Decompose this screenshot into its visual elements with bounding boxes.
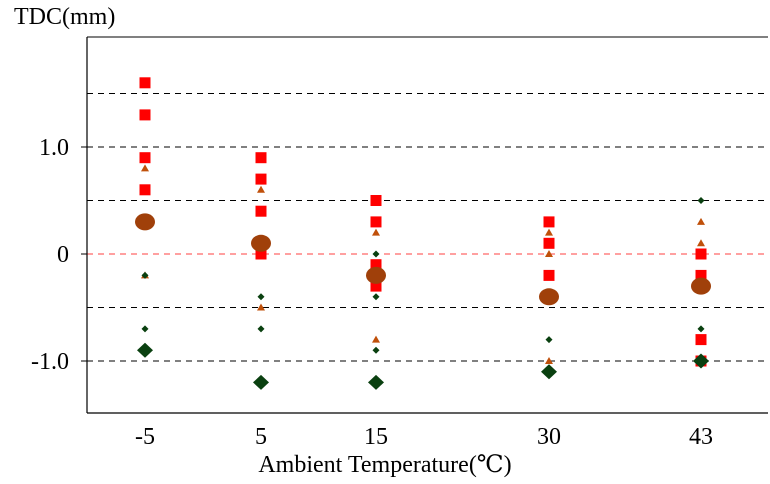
data-point-diamond xyxy=(253,374,269,390)
data-point-triangle xyxy=(697,239,705,247)
x-axis-title: Ambient Temperature(℃) xyxy=(258,452,512,478)
data-point-square xyxy=(139,109,151,121)
data-point-small-diamond xyxy=(372,250,380,258)
data-point-square xyxy=(695,269,707,281)
data-point-circle xyxy=(135,213,155,231)
data-point-square xyxy=(543,269,555,281)
data-point-square xyxy=(139,152,151,164)
y-tick-label: 0 xyxy=(57,242,69,268)
data-point-diamond xyxy=(368,374,384,390)
data-point-small-diamond xyxy=(697,197,705,204)
x-tick-label: 30 xyxy=(537,424,561,450)
data-point-circle xyxy=(539,288,559,306)
data-point-square xyxy=(543,216,555,228)
data-point-square xyxy=(370,216,382,228)
x-tick-label: 5 xyxy=(255,424,267,450)
data-point-square xyxy=(695,248,707,260)
data-point-small-diamond xyxy=(372,293,380,301)
data-point-small-diamond xyxy=(141,271,149,279)
y-tick-label: -1.0 xyxy=(31,349,69,375)
data-point-square xyxy=(255,152,267,164)
data-point-small-diamond xyxy=(141,325,149,333)
data-point-square xyxy=(255,205,267,217)
y-axis-title: TDC(mm) xyxy=(14,4,116,30)
data-point-square xyxy=(695,334,707,346)
x-tick-label: -5 xyxy=(135,424,155,450)
x-tick-label: 15 xyxy=(364,424,388,450)
x-tick-label: 43 xyxy=(689,424,713,450)
data-point-triangle xyxy=(257,303,265,311)
data-point-circle xyxy=(366,266,386,284)
data-point-small-diamond xyxy=(372,346,380,354)
data-point-diamond xyxy=(137,342,153,358)
data-point-triangle xyxy=(257,185,265,193)
data-point-small-diamond xyxy=(697,325,705,333)
data-point-square xyxy=(543,237,555,249)
data-point-circle xyxy=(251,234,271,252)
data-point-square xyxy=(370,195,382,206)
data-point-circle xyxy=(691,277,711,295)
data-point-triangle xyxy=(372,228,380,236)
data-point-square xyxy=(139,77,151,89)
data-point-triangle xyxy=(545,250,553,257)
data-point-diamond xyxy=(541,364,557,380)
data-point-triangle xyxy=(545,228,553,236)
data-point-triangle xyxy=(697,217,705,225)
data-point-square xyxy=(370,259,382,271)
data-point-square xyxy=(370,280,382,292)
data-point-triangle xyxy=(545,357,553,364)
y-tick-label: 1.0 xyxy=(39,135,69,161)
data-point-small-diamond xyxy=(257,293,265,301)
data-point-square xyxy=(255,248,267,260)
data-point-diamond xyxy=(693,353,709,369)
data-point-square xyxy=(255,173,267,185)
data-point-small-diamond xyxy=(257,325,265,333)
data-point-triangle xyxy=(141,164,149,172)
data-point-square xyxy=(139,184,151,196)
data-point-triangle xyxy=(372,335,380,343)
data-point-small-diamond xyxy=(545,336,553,344)
